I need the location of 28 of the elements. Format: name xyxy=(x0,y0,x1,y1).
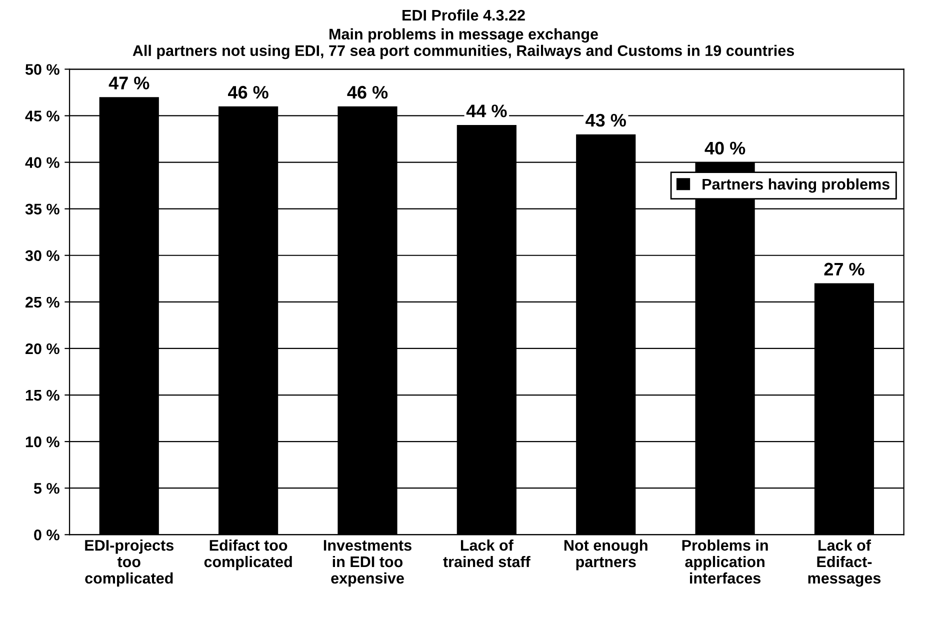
data-label: 44 % xyxy=(466,104,507,118)
y-tick-label: 10 % xyxy=(26,436,60,448)
x-tick-label: Lack of trained staff xyxy=(443,540,530,568)
data-label: 47 % xyxy=(108,76,150,90)
y-tick-label: 30 % xyxy=(25,250,60,262)
y-tick-label: 40 % xyxy=(25,157,60,168)
x-tick-label: Lack of Edifact- messages xyxy=(808,540,881,587)
y-tick-label: 5 % xyxy=(34,483,60,494)
x-tick-label: EDI-projects too complicated xyxy=(85,540,174,587)
y-tick-label: 0 % xyxy=(34,530,60,540)
y-tick-label: 50 % xyxy=(25,64,60,75)
y-tick-label: 35 % xyxy=(25,204,60,215)
data-label: 43 % xyxy=(586,114,626,127)
legend-label: Partners having problems xyxy=(702,178,890,193)
data-label: 27 % xyxy=(824,262,864,276)
data-label: 46 % xyxy=(347,86,388,99)
x-tick-label: Edifact too complicated xyxy=(204,540,292,570)
chart-title: EDI Profile 4.3.22 xyxy=(402,9,525,21)
y-tick-label: 45 % xyxy=(25,110,60,122)
x-tick-label: Investments in EDI too expensive xyxy=(324,540,412,587)
x-tick-label: Not enough partners xyxy=(564,540,648,570)
y-tick-label: 15 % xyxy=(26,390,60,401)
data-label: 40 % xyxy=(704,142,746,155)
data-label: 46 % xyxy=(228,86,268,99)
y-tick-label: 25 % xyxy=(26,296,60,308)
y-tick-label: 20 % xyxy=(26,343,60,354)
chart-subtitle: Main problems in message exchange All partners not using EDI, 77 sea port communities, Railways and Customs in 19 countries xyxy=(132,28,794,60)
x-tick-label: Problems in application interfaces xyxy=(682,540,768,584)
